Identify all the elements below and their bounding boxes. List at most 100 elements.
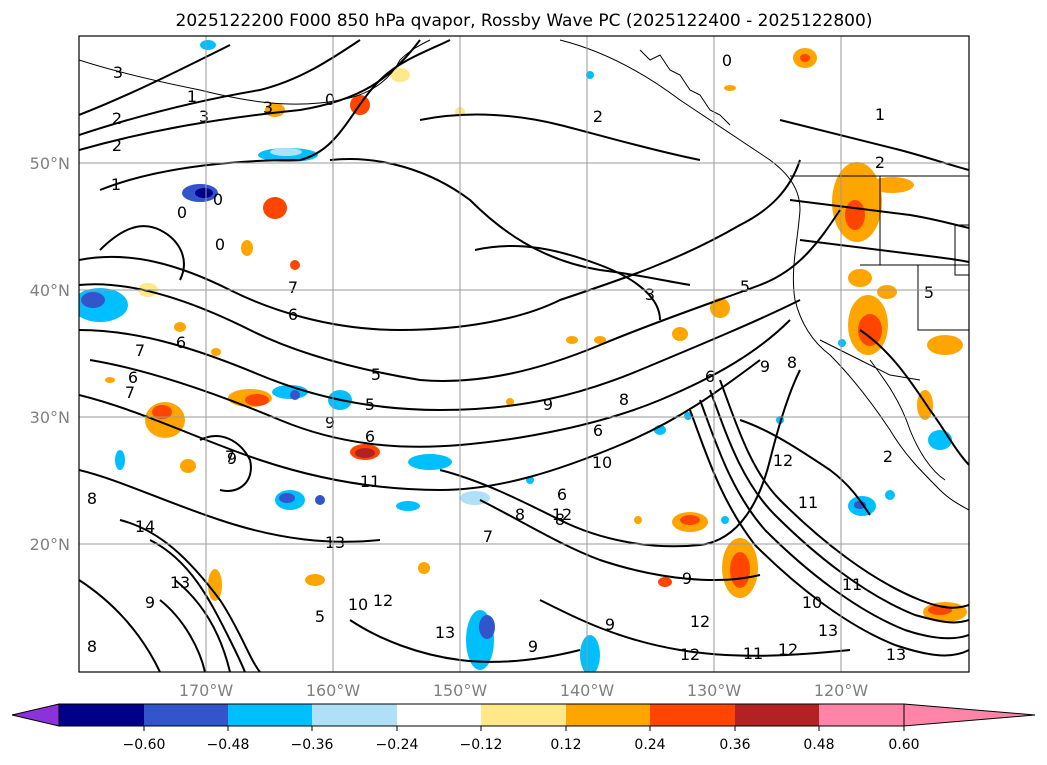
anomaly-patch (408, 454, 452, 470)
contour-label: 14 (135, 517, 155, 536)
contour-label: 1 (111, 175, 121, 194)
lon-label-170w: 170°W (179, 681, 234, 700)
anomaly-patch (854, 501, 866, 509)
anomaly-patch (870, 177, 914, 193)
anomaly-patch (800, 54, 810, 62)
contour-label: 13 (170, 573, 190, 592)
contour-label: 6 (176, 333, 186, 352)
contour-label: 7 (483, 527, 493, 546)
contour-label: 12 (690, 612, 710, 631)
anomaly-patch (290, 390, 300, 400)
contour-label: 0 (177, 203, 187, 222)
contour-label: 12 (773, 451, 793, 470)
contour-label: 7 (125, 383, 135, 402)
map-background (79, 36, 969, 672)
anomaly-patch (396, 501, 420, 511)
contour-label: 3 (199, 107, 209, 126)
anomaly-patch (885, 490, 895, 500)
colorbar-tick-label: 0.60 (888, 737, 919, 753)
lon-label-130w: 130°W (687, 681, 742, 700)
colorbar-extend-left (11, 703, 60, 727)
contour-label: 11 (360, 472, 380, 491)
contour-label: 13 (435, 623, 455, 642)
anomaly-patch (724, 85, 736, 91)
colorbar-tick-label: −0.48 (207, 737, 250, 753)
contour-label: 7 (135, 341, 145, 360)
anomaly-patch (105, 377, 115, 383)
contour-label: 5 (740, 277, 750, 296)
contour-label: 12 (552, 505, 572, 524)
contour-label: 5 (924, 283, 934, 302)
contour-label: 8 (619, 390, 629, 409)
contour-label: 10 (802, 593, 822, 612)
lat-label-40n: 40°N (30, 281, 70, 300)
contour-label: 6 (288, 305, 298, 324)
contour-label: 13 (325, 533, 345, 552)
contour-label: 12 (680, 645, 700, 664)
contour-label: 3 (263, 98, 273, 117)
contour-label: 11 (798, 493, 818, 512)
gridlines (79, 36, 969, 672)
contour-label: 9 (543, 395, 553, 414)
colorbar-tick-label: −0.36 (291, 737, 334, 753)
colorbar-extend-right (903, 703, 1036, 727)
latitude-labels: 50°N 40°N 30°N 20°N (30, 154, 70, 554)
contour-label: 3 (645, 285, 655, 304)
anomaly-patch (279, 493, 295, 503)
anomaly-patch (838, 339, 846, 347)
contour-label: 1 (187, 87, 197, 106)
anomaly-patch (927, 335, 963, 355)
contour-label: 9 (227, 449, 237, 468)
colorbar-tick-label: 0.12 (550, 737, 581, 753)
anomaly-patch (672, 327, 688, 341)
borders (790, 175, 969, 381)
contour-label: 9 (760, 357, 770, 376)
colorbar: −0.60 −0.48 −0.36 −0.24 −0.12 0.12 0.24 … (11, 703, 1036, 753)
anomaly-patch (684, 412, 692, 420)
colorbar-tick-label: 0.36 (719, 737, 750, 753)
contour-label: 12 (778, 640, 798, 659)
anomaly-patch (208, 569, 222, 601)
contour-label: 6 (705, 367, 715, 386)
colorbar-segment (735, 704, 819, 726)
anomaly-patch (200, 40, 216, 50)
contour-label: 8 (87, 637, 97, 656)
anomaly-patch (211, 348, 221, 356)
colorbar-segment (819, 704, 904, 726)
map-frame (78, 35, 970, 673)
anomaly-patch (858, 314, 882, 346)
colorbar-tick-label: 0.48 (803, 737, 834, 753)
contour-label: 6 (557, 485, 567, 504)
anomaly-patch (390, 68, 410, 82)
contour-label: 9 (528, 637, 538, 656)
anomaly-shading (79, 40, 967, 672)
anomaly-patch (115, 450, 125, 470)
anomaly-patch (290, 260, 300, 270)
contour-label: 3 (113, 63, 123, 82)
contour-label: 9 (682, 569, 692, 588)
contour-label: 6 (593, 421, 603, 440)
colorbar-tick-label: −0.12 (460, 737, 503, 753)
anomaly-patch (845, 200, 865, 230)
anomaly-patch (81, 292, 105, 308)
contour-label: 0 (213, 190, 223, 209)
anomaly-patch (928, 430, 952, 450)
colorbar-segment (650, 704, 735, 726)
anomaly-patch (245, 394, 269, 406)
contour-label: 9 (325, 413, 335, 432)
contour-label: 10 (348, 595, 368, 614)
contour-label: 8 (787, 353, 797, 372)
anomaly-patch (634, 516, 642, 524)
coastlines (79, 39, 969, 511)
colorbar-tick-label: −0.24 (376, 737, 419, 753)
contour-label: 8 (555, 510, 565, 529)
colorbar-segment (228, 704, 312, 726)
longitude-labels: 170°W 160°W 150°W 140°W 130°W 120°W (179, 681, 869, 700)
anomaly-patch (174, 322, 186, 332)
anomaly-patch (506, 398, 514, 406)
contour-label: 12 (373, 591, 393, 610)
contour-label: 5 (365, 395, 375, 414)
lon-label-120w: 120°W (814, 681, 869, 700)
